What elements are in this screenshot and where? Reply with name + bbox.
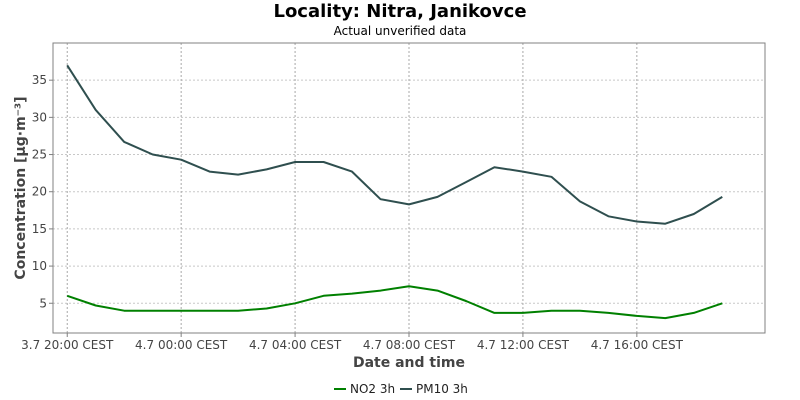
- x-axis-ticks: 3.7 20:00 CEST 4.7 00:00 CEST 4.7 04:00 CE…: [21, 333, 684, 352]
- y-tick-label: 30: [32, 110, 47, 124]
- y-tick-label: 35: [32, 73, 47, 87]
- chart-title: Locality: Nitra, Janikovce: [273, 1, 527, 22]
- plot-area: [52, 42, 766, 334]
- y-tick-label: 10: [32, 259, 47, 273]
- series-line-no2-3h: [66, 285, 723, 320]
- y-tick-label: 15: [32, 222, 47, 236]
- x-tick-label: 4.7 16:00 CEST: [591, 338, 684, 352]
- x-tick-label: 3.7 20:00 CEST: [21, 338, 114, 352]
- y-axis-title: Concentration [µg·m⁻³]: [13, 96, 29, 279]
- x-tick-label: 4.7 04:00 CEST: [249, 338, 342, 352]
- grid-lines: [53, 43, 765, 333]
- legend-item-pm10-3h: PM10 3h: [400, 382, 468, 396]
- y-tick-label: 20: [32, 185, 47, 199]
- x-axis-title: Date and time: [353, 355, 465, 371]
- legend-label: PM10 3h: [416, 382, 468, 396]
- legend-item-no2-3h: NO2 3h: [334, 382, 395, 396]
- chart-subtitle: Actual unverified data: [333, 24, 467, 38]
- y-tick-label: 5: [39, 296, 47, 310]
- y-tick-label: 25: [32, 148, 47, 162]
- y-axis-ticks: 5 10 15 20 25 30 35: [32, 73, 53, 310]
- x-tick-label: 4.7 08:00 CEST: [363, 338, 456, 352]
- series-lines: [66, 64, 723, 320]
- legend-label: NO2 3h: [350, 382, 395, 396]
- x-tick-label: 4.7 00:00 CEST: [135, 338, 228, 352]
- series-line-pm10-3h: [66, 64, 723, 225]
- x-tick-label: 4.7 12:00 CEST: [477, 338, 570, 352]
- legend: NO2 3h PM10 3h: [334, 382, 468, 396]
